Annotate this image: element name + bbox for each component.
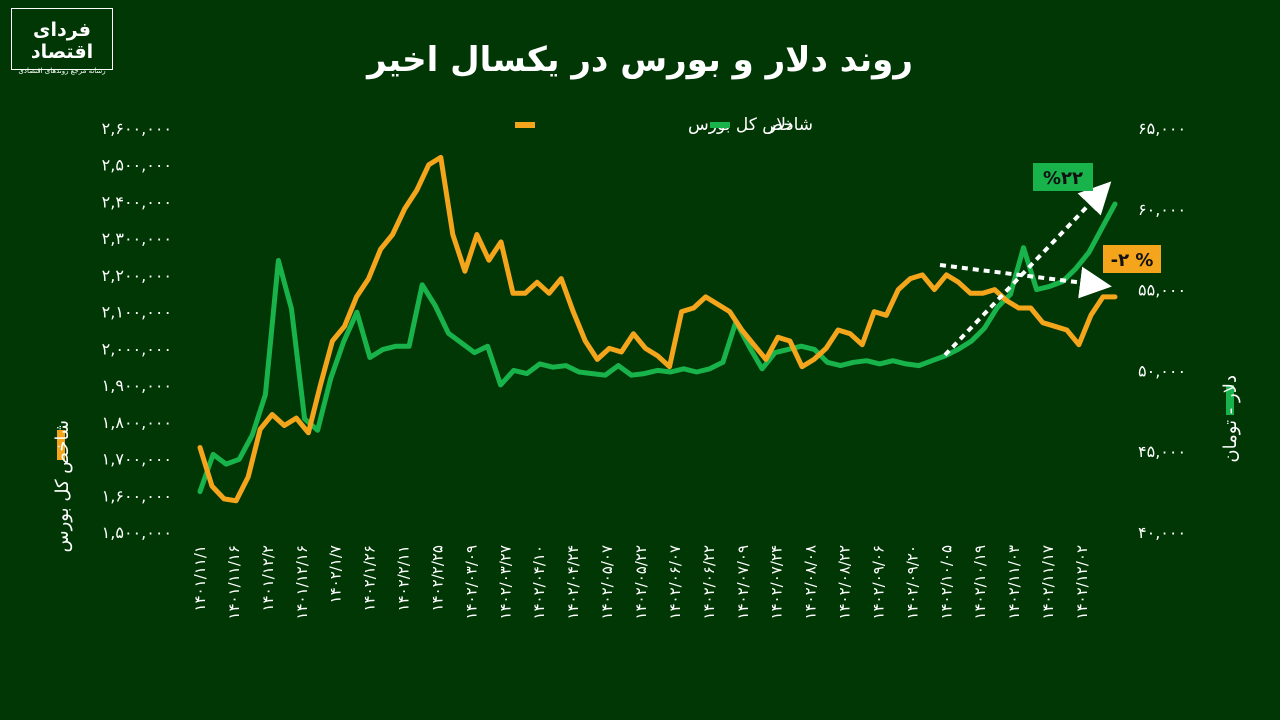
left-tick-label: ۱,۶۰۰,۰۰۰ — [102, 486, 172, 505]
x-tick-label: ۱۴۰۲/۰۸/۰۸ — [802, 545, 820, 620]
x-tick-label: ۱۴۰۲/۱۱/۰۳ — [1005, 545, 1023, 620]
x-tick-label: ۱۴۰۱/۱۲/۱۶ — [293, 545, 311, 620]
x-tick-label: ۱۴۰۲/۰۹/۰۶ — [869, 545, 887, 620]
x-tick-label: ۱۴۰۱/۱۱/۱۶ — [225, 545, 243, 620]
dollar-change-badge — [1033, 163, 1093, 191]
left-tick-label: ۱,۷۰۰,۰۰۰ — [102, 450, 172, 469]
left-tick-label: ۱,۵۰۰,۰۰۰ — [102, 523, 172, 542]
logo-name: فردای اقتصاد — [30, 19, 94, 63]
x-axis-ticks: ۱۴۰۱/۱۱/۱ ۱۴۰۱/۱۱/۱۶ ۱۴۰۱/۱۲/۲ ۱۴۰۱/۱۲/۱۶ ۱۴… — [191, 545, 1091, 620]
left-tick-label: ۲,۰۰۰,۰۰۰ — [102, 339, 172, 358]
x-tick-label: ۱۴۰۲/۰۷/۲۴ — [768, 545, 786, 620]
dollar-series-line — [197, 201, 1118, 495]
x-tick-label: ۱۴۰۲/۰۳/۰۹ — [462, 545, 480, 620]
right-axis-ticks: ۶۵,۰۰۰ ۶۰,۰۰۰ ۵۵,۰۰۰ ۵۰,۰۰۰ ۴۵,۰۰۰ ۴۰,۰۰۰ — [1138, 119, 1186, 542]
index-change-badge — [1103, 245, 1161, 273]
x-tick-label: ۱۴۰۲/۱۱/۱۷ — [1039, 545, 1057, 620]
x-tick-label: ۱۴۰۱/۱۱/۱ — [191, 545, 209, 612]
index-trend-arrow — [939, 263, 1112, 299]
x-tick-label: ۱۴۰۲/۰۹/۲۰ — [903, 545, 921, 620]
x-tick-label: ۱۴۰۲/۱۰/۱۹ — [971, 545, 989, 620]
legend: شاخص کل بورس دلار — [515, 115, 813, 135]
left-axis-label: شاخص کل بورس — [52, 420, 73, 552]
right-tick-label: ۴۵,۰۰۰ — [1138, 442, 1186, 461]
legend-label-dollar: دلار — [767, 115, 793, 135]
x-tick-label: ۱۴۰۲/۱/۷ — [327, 545, 345, 603]
x-tick-label: ۱۴۰۲/۰۳/۲۷ — [496, 545, 514, 620]
x-tick-label: ۱۴۰۲/۲/۲۵ — [428, 545, 446, 612]
x-tick-label: ۱۴۰۲/۱۲/۰۲ — [1073, 545, 1091, 620]
left-axis-swatch — [57, 430, 65, 460]
right-tick-label: ۶۵,۰۰۰ — [1138, 119, 1186, 138]
x-tick-label: ۱۴۰۲/۱۰/۰۵ — [937, 545, 955, 620]
left-tick-label: ۲,۱۰۰,۰۰۰ — [102, 303, 172, 322]
right-tick-label: ۵۵,۰۰۰ — [1138, 281, 1186, 300]
left-axis-title: شاخص کل بورس — [52, 420, 73, 552]
right-axis-title: دلار - تومان — [1220, 375, 1241, 463]
left-tick-label: ۲,۴۰۰,۰۰۰ — [102, 192, 172, 211]
left-tick-label: ۲,۲۰۰,۰۰۰ — [102, 266, 172, 285]
left-tick-label: ۲,۶۰۰,۰۰۰ — [102, 119, 172, 138]
dollar-change-text: %۲۲ — [1043, 168, 1083, 189]
right-tick-label: ۶۰,۰۰۰ — [1138, 200, 1186, 219]
left-axis-ticks: ۲,۶۰۰,۰۰۰ ۲,۵۰۰,۰۰۰ ۲,۴۰۰,۰۰۰ ۲,۳۰۰,۰۰۰ ۲,۲۰… — [102, 119, 172, 542]
x-tick-label: ۱۴۰۲/۰۸/۲۲ — [836, 545, 854, 620]
index-change-text: -۲ % — [1111, 250, 1154, 271]
logo-tagline: رسانه مرجع روندهای اقتصادی — [18, 67, 106, 75]
right-axis-swatch — [1226, 385, 1234, 415]
left-tick-label: ۱,۸۰۰,۰۰۰ — [102, 413, 172, 432]
x-tick-label: ۱۴۰۲/۲/۱۱ — [395, 545, 413, 612]
index-series-line — [197, 154, 1118, 504]
x-tick-label: ۱۴۰۲/۰۶/۰۷ — [666, 545, 684, 620]
left-tick-label: ۲,۵۰۰,۰۰۰ — [102, 156, 172, 175]
series-layer — [197, 154, 1118, 504]
right-tick-label: ۴۰,۰۰۰ — [1138, 523, 1186, 542]
x-tick-label: ۱۴۰۲/۰۷/۰۹ — [734, 545, 752, 620]
left-tick-label: ۱,۹۰۰,۰۰۰ — [102, 376, 172, 395]
x-tick-label: ۱۴۰۲/۰۶/۲۲ — [700, 545, 718, 620]
x-tick-label: ۱۴۰۲/۱/۲۶ — [361, 545, 379, 612]
x-tick-label: ۱۴۰۲/۰۴/۲۴ — [564, 545, 582, 620]
right-axis-label: دلار - تومان — [1220, 375, 1241, 463]
dollar-trend-arrow — [943, 181, 1112, 357]
x-tick-label: ۱۴۰۲/۰۵/۰۷ — [598, 545, 616, 620]
left-tick-label: ۲,۳۰۰,۰۰۰ — [102, 229, 172, 248]
brand-logo: فردای اقتصاد رسانه مرجع روندهای اقتصادی — [11, 8, 113, 75]
x-tick-label: ۱۴۰۱/۱۲/۲ — [259, 545, 277, 612]
annotation-layer: %۲۲ -۲ % — [939, 163, 1161, 357]
x-tick-label: ۱۴۰۲/۰۵/۲۲ — [632, 545, 650, 620]
x-tick-label: ۱۴۰۲/۰۴/۱۰ — [530, 545, 548, 620]
legend-label-index: شاخص کل بورس — [688, 115, 813, 135]
chart-title: روند دلار و بورس در یکسال اخیر — [367, 40, 913, 80]
right-tick-label: ۵۰,۰۰۰ — [1138, 361, 1186, 380]
